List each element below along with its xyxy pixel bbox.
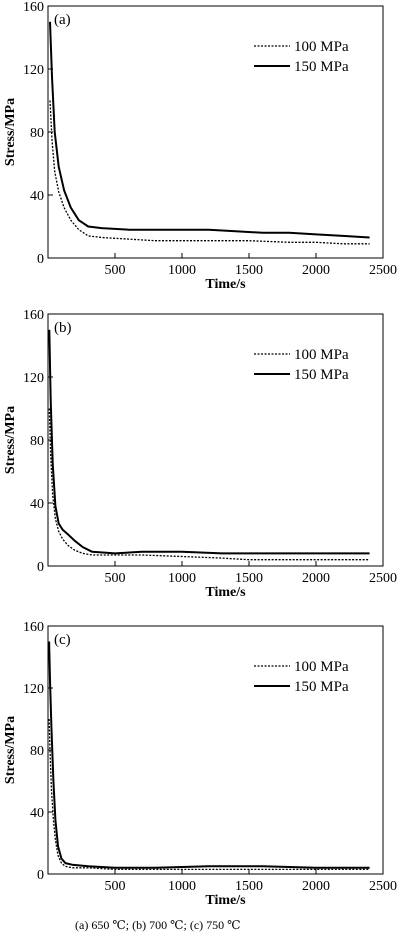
legend-label-1: 100 MPa [294, 659, 349, 675]
y-tick-label: 120 [23, 682, 44, 697]
y-tick-label: 120 [23, 63, 44, 78]
y-axis-label: Stress/MPa [3, 98, 18, 166]
legend-label-2: 150 MPa [294, 367, 349, 383]
legend-label-2: 150 MPa [294, 59, 349, 75]
x-axis-label: Time/s [205, 277, 246, 292]
y-tick-label: 0 [37, 868, 44, 883]
y-tick-label: 160 [23, 0, 44, 15]
x-tick-label: 500 [105, 571, 126, 586]
panel-label: (b) [54, 320, 72, 336]
series-line-2 [49, 21, 370, 239]
y-axis-label: Stress/MPa [3, 716, 18, 784]
legend-label-1: 100 MPa [294, 39, 349, 55]
series-line-1 [48, 408, 370, 561]
y-tick-label: 80 [30, 744, 44, 759]
panel-label: (a) [54, 12, 71, 28]
y-tick-label: 0 [37, 252, 44, 267]
y-tick-label: 160 [23, 620, 44, 635]
x-tick-label: 2500 [369, 263, 397, 278]
y-tick-label: 40 [30, 806, 44, 821]
x-tick-label: 500 [105, 263, 126, 278]
series-line-2 [48, 641, 370, 869]
x-tick-label: 500 [105, 879, 126, 894]
legend-label-1: 100 MPa [294, 347, 349, 363]
series-line-2 [48, 329, 370, 555]
y-axis-label: Stress/MPa [3, 406, 18, 474]
y-tick-label: 120 [23, 371, 44, 386]
series-line-1 [48, 718, 370, 871]
chart-panel-1: 0 40 80 120 160 500 1000 1500 2000 2500 Time/s Stre… [3, 0, 397, 292]
x-tick-label: 1000 [168, 879, 196, 894]
x-tick-label: 2500 [369, 879, 397, 894]
figure-caption: (a) 650 ℃; (b) 700 ℃; (c) 750 ℃ [75, 918, 241, 932]
x-tick-label: 1500 [235, 879, 263, 894]
x-tick-label: 1000 [168, 263, 196, 278]
chart-panel-3: 0 40 80 120 160 500 1000 1500 2000 2500 Time/s Stre… [3, 620, 397, 908]
x-tick-label: 1500 [235, 571, 263, 586]
x-tick-label: 2000 [302, 879, 330, 894]
x-tick-label: 1500 [235, 263, 263, 278]
y-tick-label: 40 [30, 189, 44, 204]
x-axis-label: Time/s [205, 893, 246, 908]
y-tick-label: 80 [30, 126, 44, 141]
legend-label-2: 150 MPa [294, 679, 349, 695]
x-tick-label: 1000 [168, 571, 196, 586]
x-axis-label: Time/s [205, 585, 246, 600]
y-tick-label: 80 [30, 434, 44, 449]
y-tick-label: 40 [30, 497, 44, 512]
chart-panel-2: 0 40 80 120 160 500 1000 1500 2000 2500 Time/s Stre… [3, 308, 397, 600]
y-tick-label: 0 [37, 560, 44, 575]
x-tick-label: 2000 [302, 263, 330, 278]
series-line-1 [49, 100, 370, 245]
x-tick-label: 2500 [369, 571, 397, 586]
x-tick-label: 2000 [302, 571, 330, 586]
y-tick-label: 160 [23, 308, 44, 323]
panel-label: (c) [54, 632, 71, 648]
